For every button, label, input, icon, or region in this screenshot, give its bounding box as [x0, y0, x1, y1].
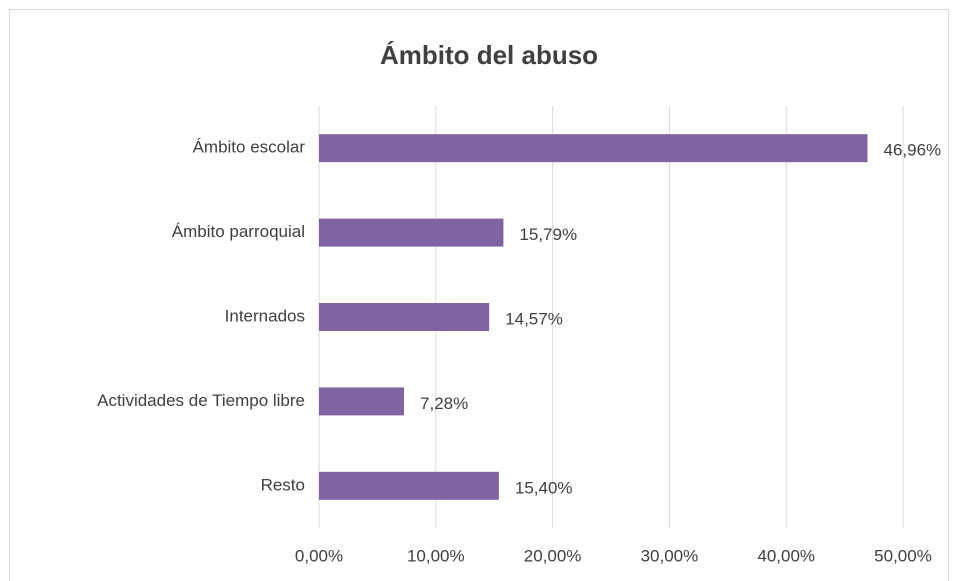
bar [319, 303, 490, 331]
y-tick-label: Ámbito escolar [193, 138, 306, 157]
value-label: 14,57% [505, 309, 563, 328]
y-tick-label: Ámbito parroquial [172, 222, 305, 241]
y-tick-label: Resto [261, 475, 305, 494]
value-label: 15,79% [519, 225, 577, 244]
x-tick-label: 50,00% [874, 546, 932, 565]
value-label: 15,40% [515, 478, 573, 497]
bar [319, 134, 868, 163]
value-label: 46,96% [883, 141, 941, 160]
x-tick-label: 0,00% [295, 546, 343, 565]
y-tick-label: Actividades de Tiempo libre [97, 391, 305, 410]
x-tick-label: 30,00% [641, 546, 699, 565]
bar [319, 218, 504, 247]
bar [319, 387, 405, 416]
x-tick-label: 10,00% [407, 546, 465, 565]
bar [319, 471, 499, 500]
y-tick-label: Internados [225, 306, 305, 325]
x-tick-label: 40,00% [757, 546, 815, 565]
chart-title: Ámbito del abuso [380, 40, 598, 70]
value-label: 7,28% [420, 394, 468, 413]
x-tick-label: 20,00% [524, 546, 582, 565]
